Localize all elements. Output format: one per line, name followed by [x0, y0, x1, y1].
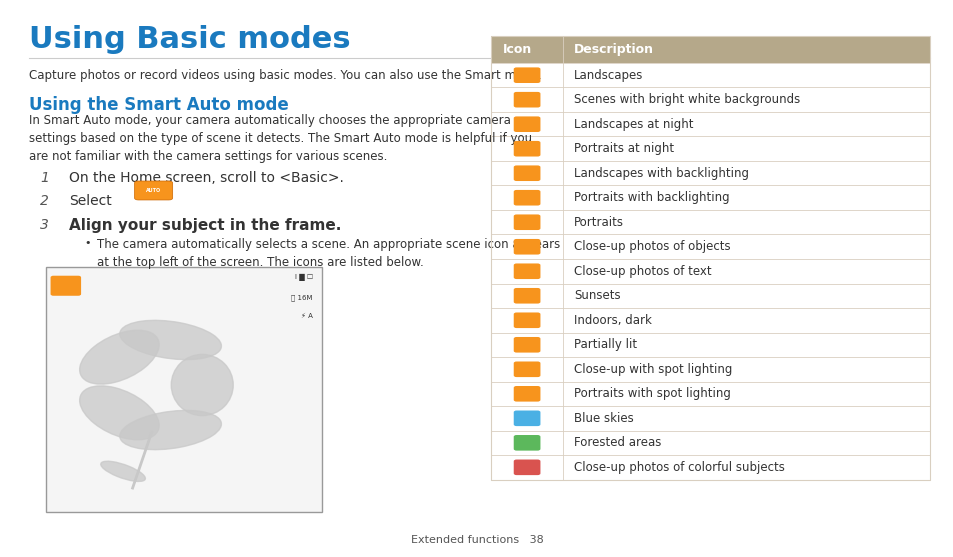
Text: Indoors, dark: Indoors, dark [574, 314, 652, 327]
Text: Close-up photos of objects: Close-up photos of objects [574, 240, 730, 253]
FancyBboxPatch shape [51, 276, 81, 296]
Text: Icon: Icon [502, 43, 532, 56]
Text: Scenes with bright white backgrounds: Scenes with bright white backgrounds [574, 93, 800, 106]
FancyBboxPatch shape [513, 411, 539, 426]
Ellipse shape [101, 461, 145, 481]
Text: ⌕ 16M: ⌕ 16M [291, 294, 313, 301]
Text: Align your subject in the frame.: Align your subject in the frame. [69, 218, 341, 233]
FancyBboxPatch shape [513, 214, 539, 230]
Text: Sunsets: Sunsets [574, 289, 620, 302]
Bar [46, 267, 322, 512]
Ellipse shape [79, 386, 159, 440]
Text: ⚡ A: ⚡ A [301, 313, 313, 319]
FancyBboxPatch shape [513, 435, 539, 451]
Text: Extended functions   38: Extended functions 38 [410, 535, 543, 545]
Bar [491, 36, 929, 63]
FancyBboxPatch shape [513, 165, 539, 181]
Text: Blue skies: Blue skies [574, 412, 634, 425]
Text: Forested areas: Forested areas [574, 436, 661, 449]
Text: On the Home screen, scroll to <Basic>.: On the Home screen, scroll to <Basic>. [69, 171, 343, 185]
Ellipse shape [79, 330, 159, 384]
FancyBboxPatch shape [513, 67, 539, 83]
FancyBboxPatch shape [513, 312, 539, 328]
Text: I █ ☐: I █ ☐ [294, 274, 313, 281]
Text: Portraits with spot lighting: Portraits with spot lighting [574, 387, 730, 400]
Text: •: • [84, 238, 91, 248]
Text: Using the Smart Auto mode: Using the Smart Auto mode [29, 96, 288, 114]
Text: Landscapes: Landscapes [574, 69, 643, 82]
Text: Portraits with backlighting: Portraits with backlighting [574, 191, 729, 204]
Text: 3: 3 [40, 218, 49, 232]
FancyBboxPatch shape [134, 181, 172, 200]
FancyBboxPatch shape [513, 337, 539, 353]
Ellipse shape [120, 320, 221, 360]
Text: Using Basic modes: Using Basic modes [29, 25, 350, 54]
FancyBboxPatch shape [513, 288, 539, 304]
Text: Landscapes with backlighting: Landscapes with backlighting [574, 167, 748, 180]
Ellipse shape [171, 354, 233, 416]
Text: Portraits: Portraits [574, 216, 623, 229]
Text: Close-up photos of colorful subjects: Close-up photos of colorful subjects [574, 461, 784, 474]
Text: AUTO: AUTO [146, 188, 161, 193]
Text: Close-up with spot lighting: Close-up with spot lighting [574, 363, 732, 376]
Text: Landscapes at night: Landscapes at night [574, 118, 693, 131]
Text: Select: Select [69, 194, 112, 208]
Bar [491, 36, 929, 480]
Text: 1: 1 [40, 171, 49, 185]
FancyBboxPatch shape [513, 361, 539, 377]
Text: Close-up photos of text: Close-up photos of text [574, 265, 711, 278]
FancyBboxPatch shape [513, 92, 539, 108]
Text: The camera automatically selects a scene. An appropriate scene icon appears
at t: The camera automatically selects a scene… [97, 238, 560, 270]
FancyBboxPatch shape [513, 263, 539, 279]
Text: 2: 2 [40, 194, 49, 208]
FancyBboxPatch shape [513, 239, 539, 255]
FancyBboxPatch shape [513, 116, 539, 132]
Text: Description: Description [574, 43, 654, 56]
Ellipse shape [120, 411, 221, 449]
Text: Capture photos or record videos using basic modes. You can also use the Smart mo: Capture photos or record videos using ba… [29, 69, 540, 81]
Text: In Smart Auto mode, your camera automatically chooses the appropriate camera
set: In Smart Auto mode, your camera automati… [29, 114, 531, 163]
FancyBboxPatch shape [513, 460, 539, 475]
Text: Portraits at night: Portraits at night [574, 142, 674, 155]
FancyBboxPatch shape [513, 141, 539, 157]
Text: Partially lit: Partially lit [574, 338, 637, 351]
FancyBboxPatch shape [513, 190, 539, 206]
FancyBboxPatch shape [513, 386, 539, 402]
